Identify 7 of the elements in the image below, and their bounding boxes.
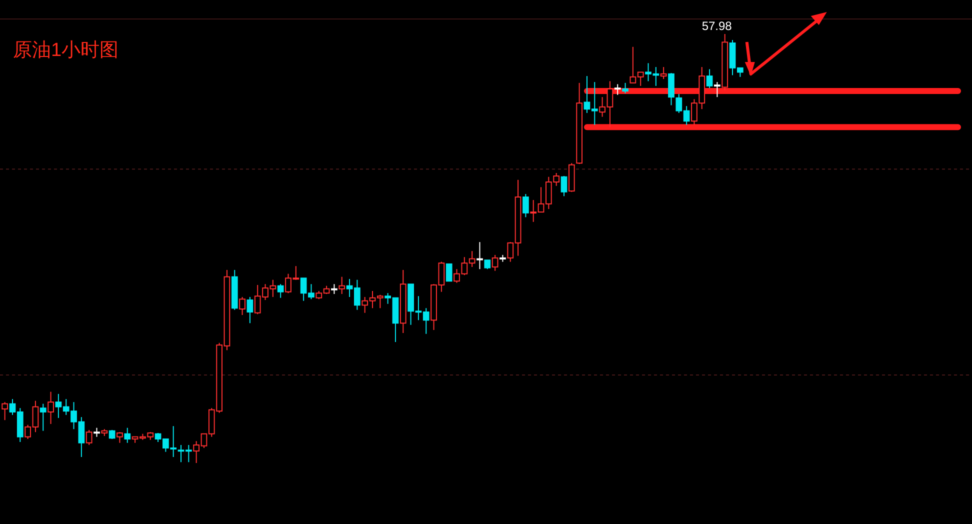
chart-title: 原油1小时图 — [13, 40, 119, 61]
candlestick — [400, 269, 406, 334]
candlestick — [614, 84, 621, 96]
candlestick — [476, 242, 483, 270]
candlestick — [124, 427, 131, 444]
text: 57.98 — [702, 19, 732, 33]
candlestick — [48, 391, 54, 424]
